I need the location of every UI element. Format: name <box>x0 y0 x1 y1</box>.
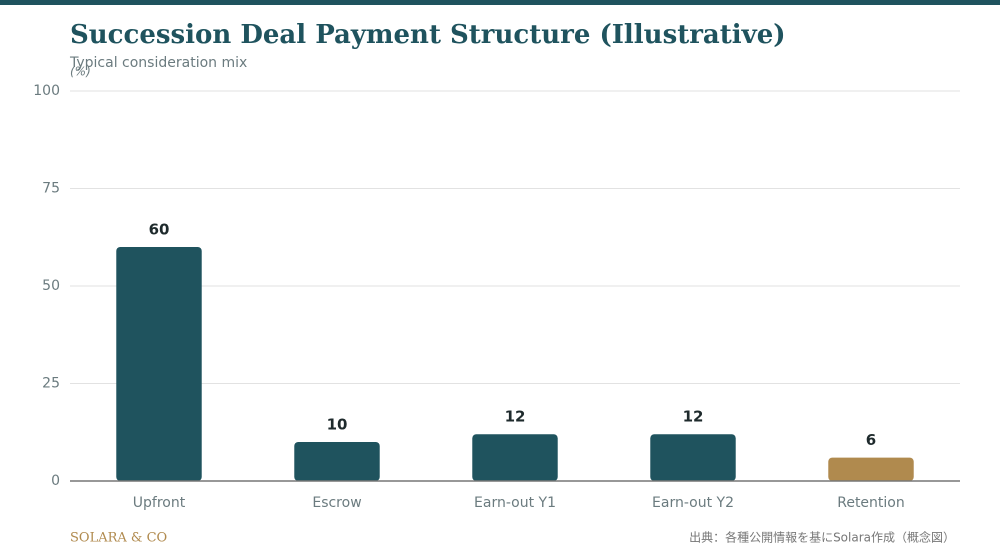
data-label: 12 <box>505 408 526 426</box>
bar <box>116 247 202 481</box>
bar <box>294 442 380 481</box>
chart-title: Succession Deal Payment Structure (Illus… <box>70 20 786 50</box>
bar <box>650 434 736 481</box>
y-tick-label: 50 <box>42 278 60 294</box>
x-tick-label: Retention <box>837 495 905 511</box>
x-tick-label: Escrow <box>312 495 361 511</box>
y-tick-label: 0 <box>51 473 60 489</box>
data-label: 6 <box>866 431 876 449</box>
bar <box>828 457 914 481</box>
y-tick-label: 25 <box>42 376 60 392</box>
data-label: 60 <box>149 221 170 239</box>
chart-subtitle: Typical consideration mix <box>69 55 247 71</box>
data-label: 12 <box>683 408 704 426</box>
brand: SOLARA & CO <box>70 531 167 546</box>
y-tick-label: 75 <box>42 181 60 197</box>
source-note: 出典：各種公開情報を基にSolara作成（概念図） <box>689 530 955 545</box>
x-tick-label: Upfront <box>133 495 186 511</box>
y-tick-label: 100 <box>33 83 60 99</box>
data-label: 10 <box>327 416 348 434</box>
x-tick-label: Earn-out Y2 <box>652 495 734 511</box>
y-unit: (%) <box>70 65 91 79</box>
top-bar <box>0 0 1000 5</box>
x-tick-label: Earn-out Y1 <box>474 495 556 511</box>
bar <box>472 434 558 481</box>
